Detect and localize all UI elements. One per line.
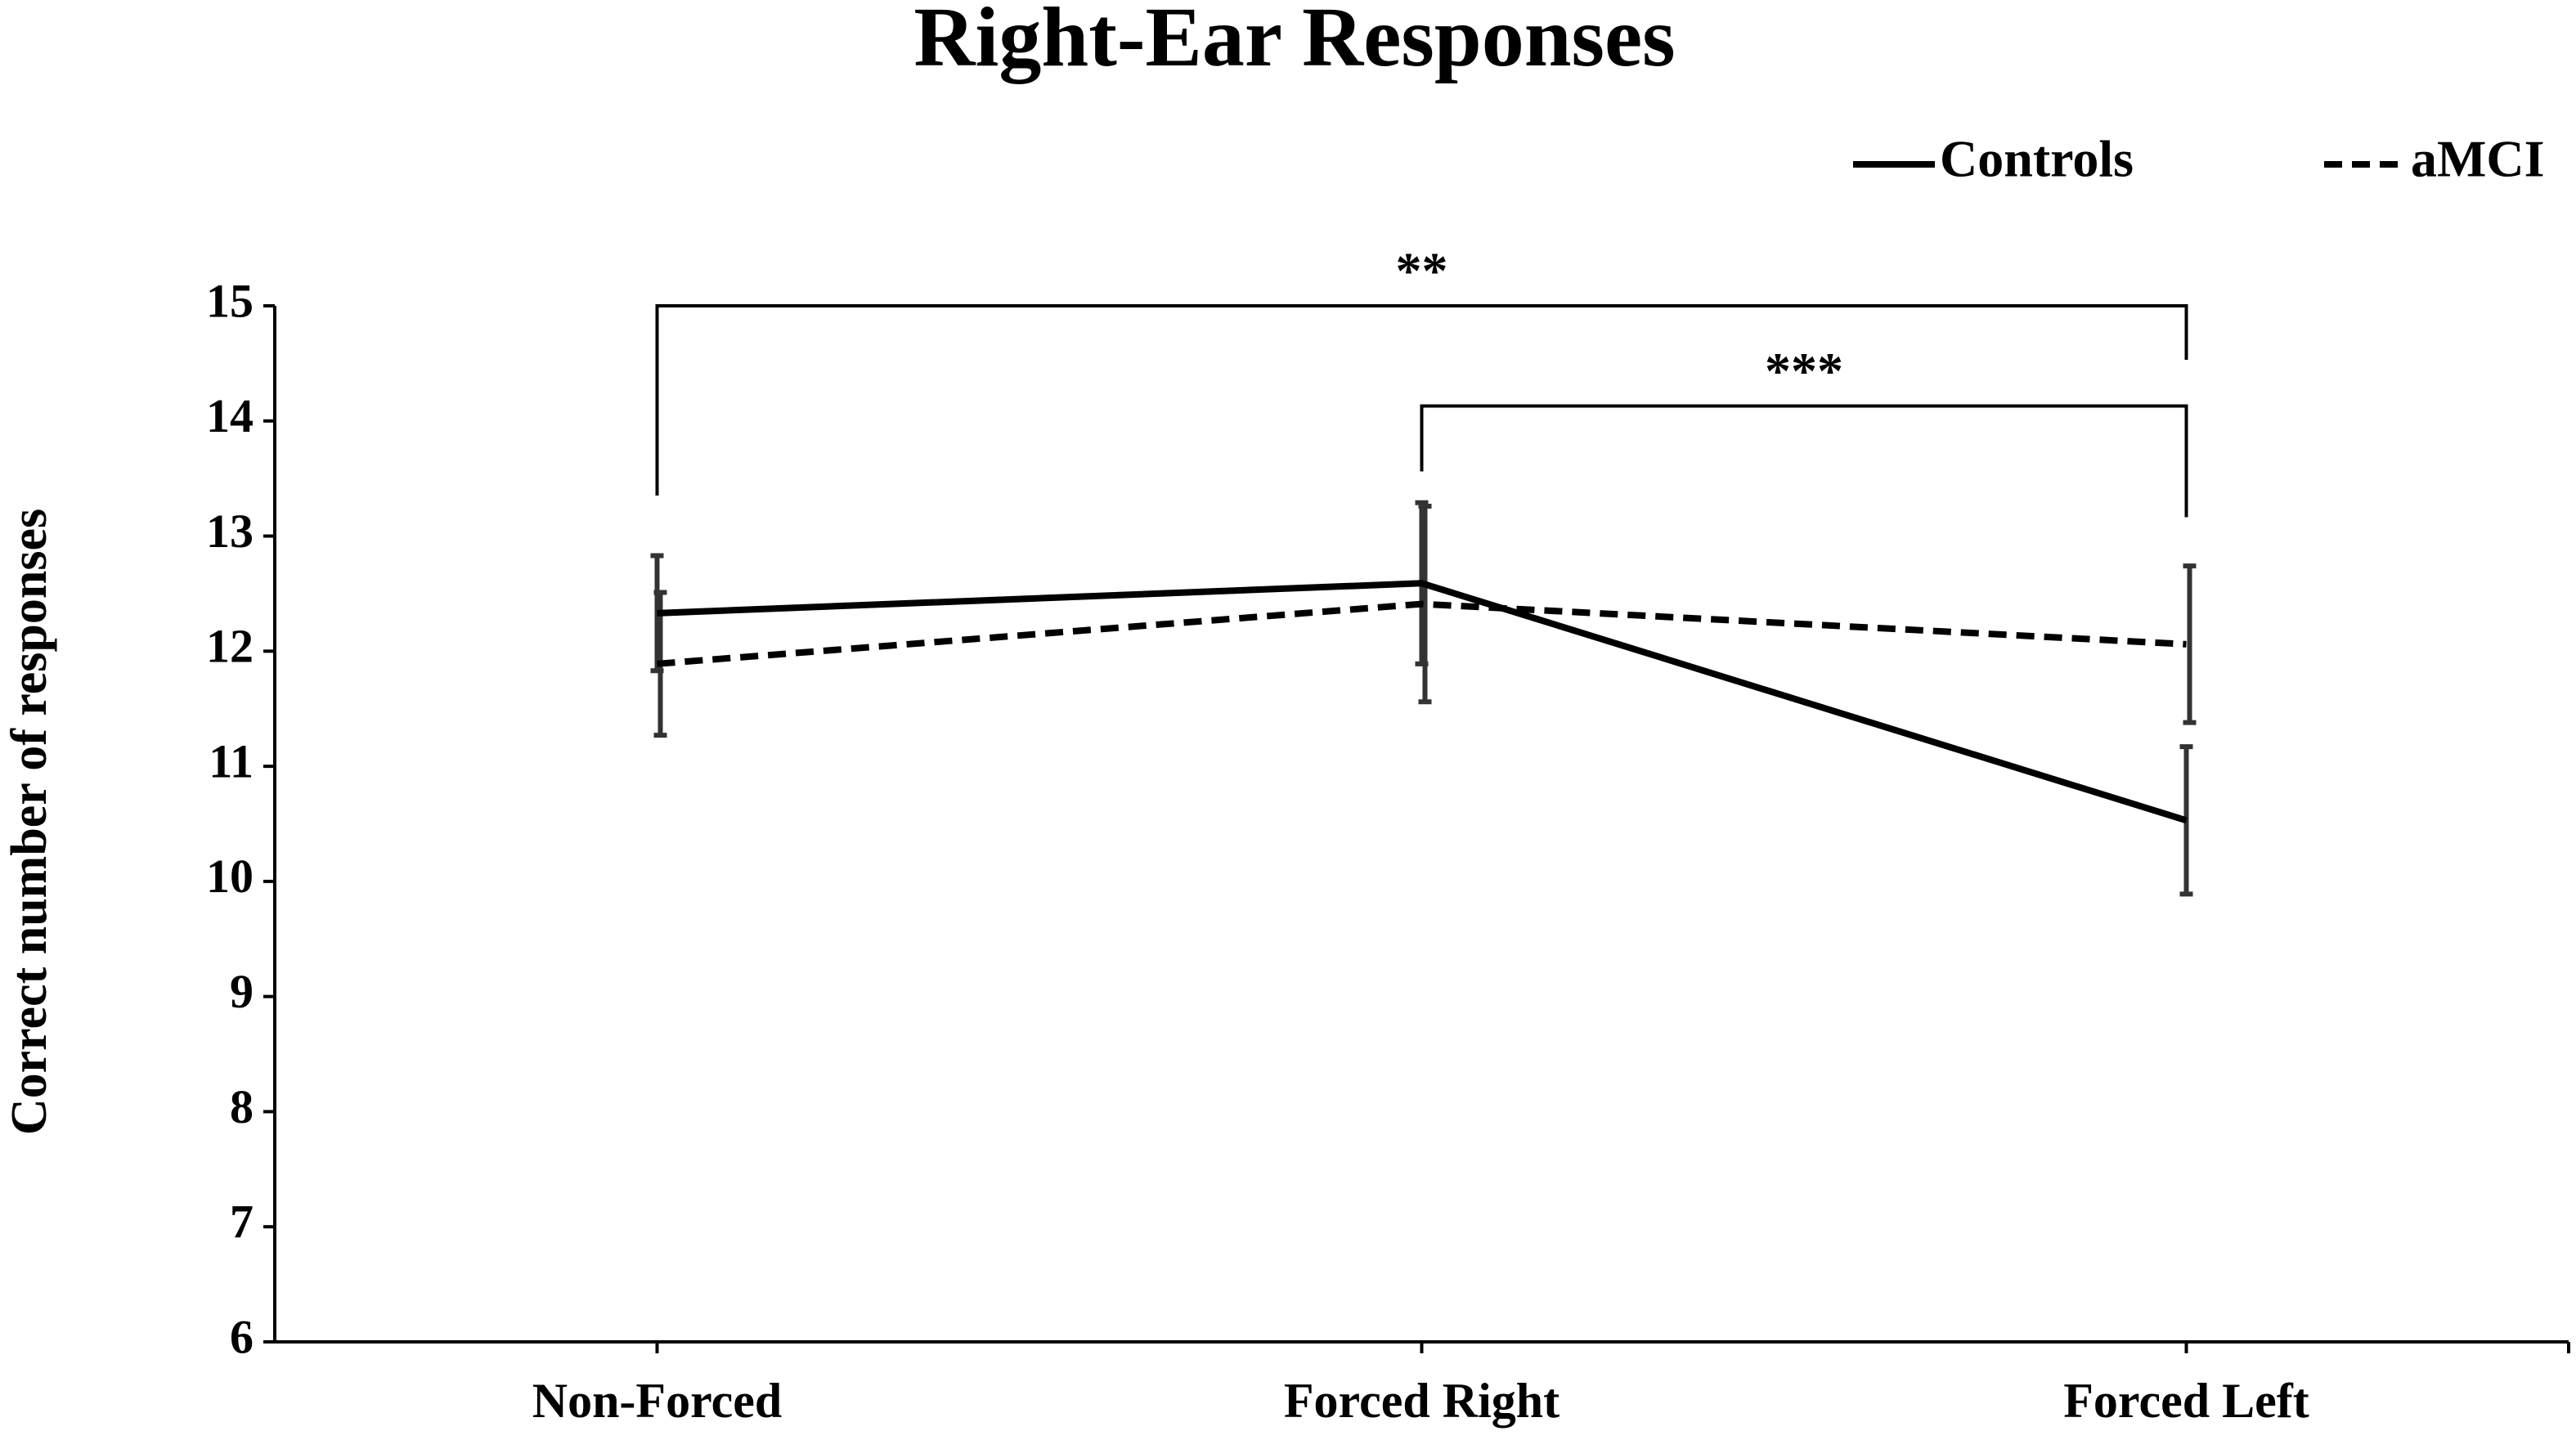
x-tick-label: Forced Right [1284,1374,1560,1428]
y-axis-label: Correct number of responses [2,509,57,1135]
significance-label: ** [1396,242,1448,300]
y-tick-label: 6 [230,1310,254,1363]
series-line [657,580,2188,824]
error-bar [1418,503,1432,705]
error-bar [2183,563,2197,725]
y-tick-label: 7 [230,1196,254,1249]
significance-label: *** [1765,342,1843,400]
y-tick-label: 15 [206,274,254,327]
significance-bracket [655,304,2188,496]
y-tick-label: 14 [206,389,254,442]
y-tick-label: 8 [230,1080,254,1133]
y-tick-label: 9 [230,965,254,1018]
x-tick-label: Non-Forced [532,1374,783,1428]
legend-label: aMCI [2411,130,2545,188]
significance-bracket [1420,404,2188,518]
y-tick-label: 11 [209,734,254,787]
series-line [657,600,2187,667]
x-tick-label: Forced Left [2063,1374,2309,1428]
chart-title: Right-Ear Responses [913,0,1675,84]
legend-label: Controls [1940,130,2134,188]
y-tick-label: 10 [206,850,254,903]
y-tick-label: 13 [206,505,254,558]
y-tick-label: 12 [206,620,254,673]
